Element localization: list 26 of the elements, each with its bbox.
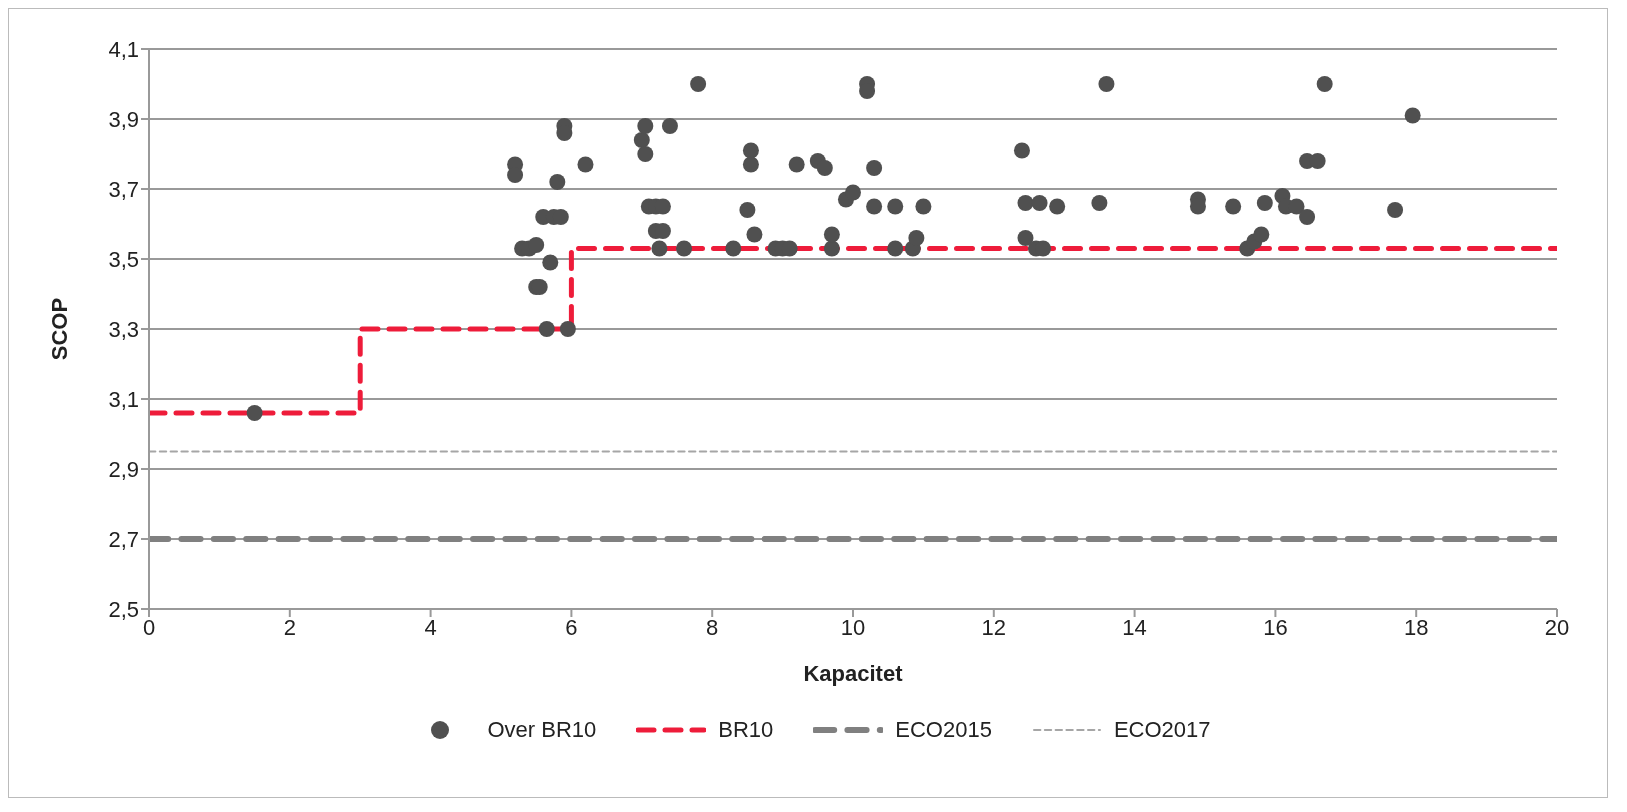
x-tick-label: 6 xyxy=(565,614,578,640)
x-tick-label: 4 xyxy=(424,614,437,640)
x-tick-label: 2 xyxy=(283,614,296,640)
y-tick-label: 3,5 xyxy=(108,246,139,272)
x-tick-label: 10 xyxy=(840,614,866,640)
legend-label: BR10 xyxy=(718,717,774,743)
legend-label: ECO2017 xyxy=(1113,717,1211,743)
x-tick-label: 16 xyxy=(1263,614,1288,640)
y-tick-label: 2,7 xyxy=(108,526,139,552)
x-tick-label: 8 xyxy=(706,614,719,640)
y-tick-label: 3,3 xyxy=(108,316,139,342)
y-tick-label: 3,1 xyxy=(108,386,139,412)
legend-label: ECO2015 xyxy=(895,717,992,743)
y-tick-label: 3,9 xyxy=(108,106,139,132)
y-axis-title: SCOP xyxy=(46,297,72,361)
x-tick-label: 20 xyxy=(1544,614,1570,640)
legend-label: Over BR10 xyxy=(487,717,597,743)
x-tick-label: 12 xyxy=(981,614,1007,640)
x-axis-title: Kapacitet xyxy=(803,661,904,686)
y-tick-label: 4,1 xyxy=(108,36,139,62)
x-tick-label: 0 xyxy=(142,614,156,640)
y-tick-label: 2,5 xyxy=(108,596,139,622)
x-tick-label: 14 xyxy=(1122,614,1147,640)
y-tick-label: 3,7 xyxy=(108,176,139,202)
y-tick-label: 2,9 xyxy=(108,456,139,482)
x-tick-label: 18 xyxy=(1403,614,1429,640)
